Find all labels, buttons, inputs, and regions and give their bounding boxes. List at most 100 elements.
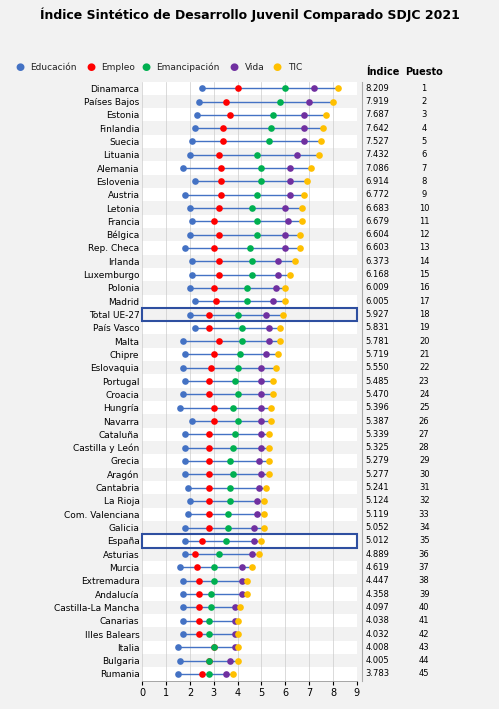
Bar	[142, 148, 357, 162]
Bar	[142, 534, 357, 547]
Text: 7.086: 7.086	[366, 164, 390, 172]
Text: ●: ●	[273, 62, 282, 72]
Text: 30: 30	[419, 470, 430, 479]
Text: 4: 4	[422, 123, 427, 133]
Bar	[142, 481, 357, 494]
Text: 5.781: 5.781	[366, 337, 390, 346]
Text: 4.032: 4.032	[366, 630, 390, 639]
Bar	[142, 201, 357, 215]
Text: 5.927: 5.927	[366, 310, 390, 319]
Text: 35: 35	[419, 536, 430, 545]
Text: 4.619: 4.619	[366, 563, 390, 572]
Bar	[142, 335, 357, 348]
Text: 6: 6	[422, 150, 427, 160]
Text: 6.009: 6.009	[366, 284, 390, 292]
Bar	[142, 547, 357, 561]
Text: 4.097: 4.097	[366, 603, 390, 612]
Text: Vida: Vida	[245, 63, 264, 72]
Text: 29: 29	[419, 457, 430, 466]
Text: ●: ●	[141, 62, 150, 72]
Bar	[142, 428, 357, 441]
Text: 33: 33	[419, 510, 430, 519]
Text: 4.889: 4.889	[366, 549, 390, 559]
Text: 13: 13	[419, 243, 430, 252]
Text: 2: 2	[422, 97, 427, 106]
Text: 28: 28	[419, 443, 430, 452]
Text: 3: 3	[422, 111, 427, 119]
Bar	[142, 174, 357, 188]
Bar	[142, 188, 357, 201]
Bar	[142, 454, 357, 468]
Bar	[142, 215, 357, 228]
Bar	[142, 228, 357, 241]
Text: 39: 39	[419, 590, 430, 598]
Text: ●: ●	[87, 62, 96, 72]
Bar	[142, 574, 357, 588]
Bar	[142, 162, 357, 174]
Text: ●: ●	[15, 62, 24, 72]
Bar	[142, 121, 357, 135]
Text: 14: 14	[419, 257, 430, 266]
Text: 36: 36	[419, 549, 430, 559]
Bar	[142, 361, 357, 374]
Bar	[142, 348, 357, 361]
Text: Empleo: Empleo	[101, 63, 135, 72]
Text: 5.012: 5.012	[366, 536, 389, 545]
Text: Índice: Índice	[366, 67, 399, 77]
Text: 25: 25	[419, 403, 430, 412]
Text: 6.168: 6.168	[366, 270, 390, 279]
Text: 5.325: 5.325	[366, 443, 390, 452]
Bar	[142, 667, 357, 681]
Text: 5.831: 5.831	[366, 323, 390, 333]
Bar	[142, 268, 357, 281]
Bar	[142, 414, 357, 428]
Text: 38: 38	[419, 576, 430, 586]
Text: 41: 41	[419, 616, 430, 625]
Bar	[142, 521, 357, 534]
Text: 21: 21	[419, 350, 430, 359]
Text: 7.687: 7.687	[366, 111, 390, 119]
Text: 7.642: 7.642	[366, 123, 390, 133]
Bar	[142, 588, 357, 601]
Text: 5: 5	[422, 137, 427, 146]
Text: 16: 16	[419, 284, 430, 292]
Text: 5.279: 5.279	[366, 457, 390, 466]
Bar	[142, 508, 357, 521]
Text: 5.719: 5.719	[366, 350, 390, 359]
Text: 12: 12	[419, 230, 430, 239]
Bar	[142, 468, 357, 481]
Bar	[142, 321, 357, 335]
Text: 24: 24	[419, 390, 430, 399]
Text: 17: 17	[419, 296, 430, 306]
Text: 8: 8	[422, 177, 427, 186]
Text: Educación: Educación	[30, 63, 76, 72]
Text: 40: 40	[419, 603, 430, 612]
Text: 4.008: 4.008	[366, 643, 390, 652]
Bar	[142, 308, 357, 321]
Text: 5.396: 5.396	[366, 403, 390, 412]
Text: 4.005: 4.005	[366, 656, 389, 665]
Text: 5.485: 5.485	[366, 376, 390, 386]
Text: Emancipación: Emancipación	[156, 62, 220, 72]
Text: 5.241: 5.241	[366, 483, 389, 492]
Bar	[142, 561, 357, 574]
Text: 5.052: 5.052	[366, 523, 389, 532]
Text: 5.387: 5.387	[366, 416, 390, 425]
Text: 1: 1	[422, 84, 427, 93]
Bar	[142, 135, 357, 148]
Text: 18: 18	[419, 310, 430, 319]
Text: Puesto: Puesto	[405, 67, 443, 77]
Text: 5.119: 5.119	[366, 510, 389, 519]
Text: 42: 42	[419, 630, 430, 639]
Bar	[142, 388, 357, 401]
Bar	[142, 654, 357, 667]
Text: 6.373: 6.373	[366, 257, 390, 266]
Text: 15: 15	[419, 270, 430, 279]
Bar	[142, 641, 357, 654]
Text: 8.209: 8.209	[366, 84, 390, 93]
Bar	[142, 255, 357, 268]
Text: 6.914: 6.914	[366, 177, 390, 186]
Text: 34: 34	[419, 523, 430, 532]
Bar	[142, 601, 357, 614]
Text: 6.603: 6.603	[366, 243, 390, 252]
